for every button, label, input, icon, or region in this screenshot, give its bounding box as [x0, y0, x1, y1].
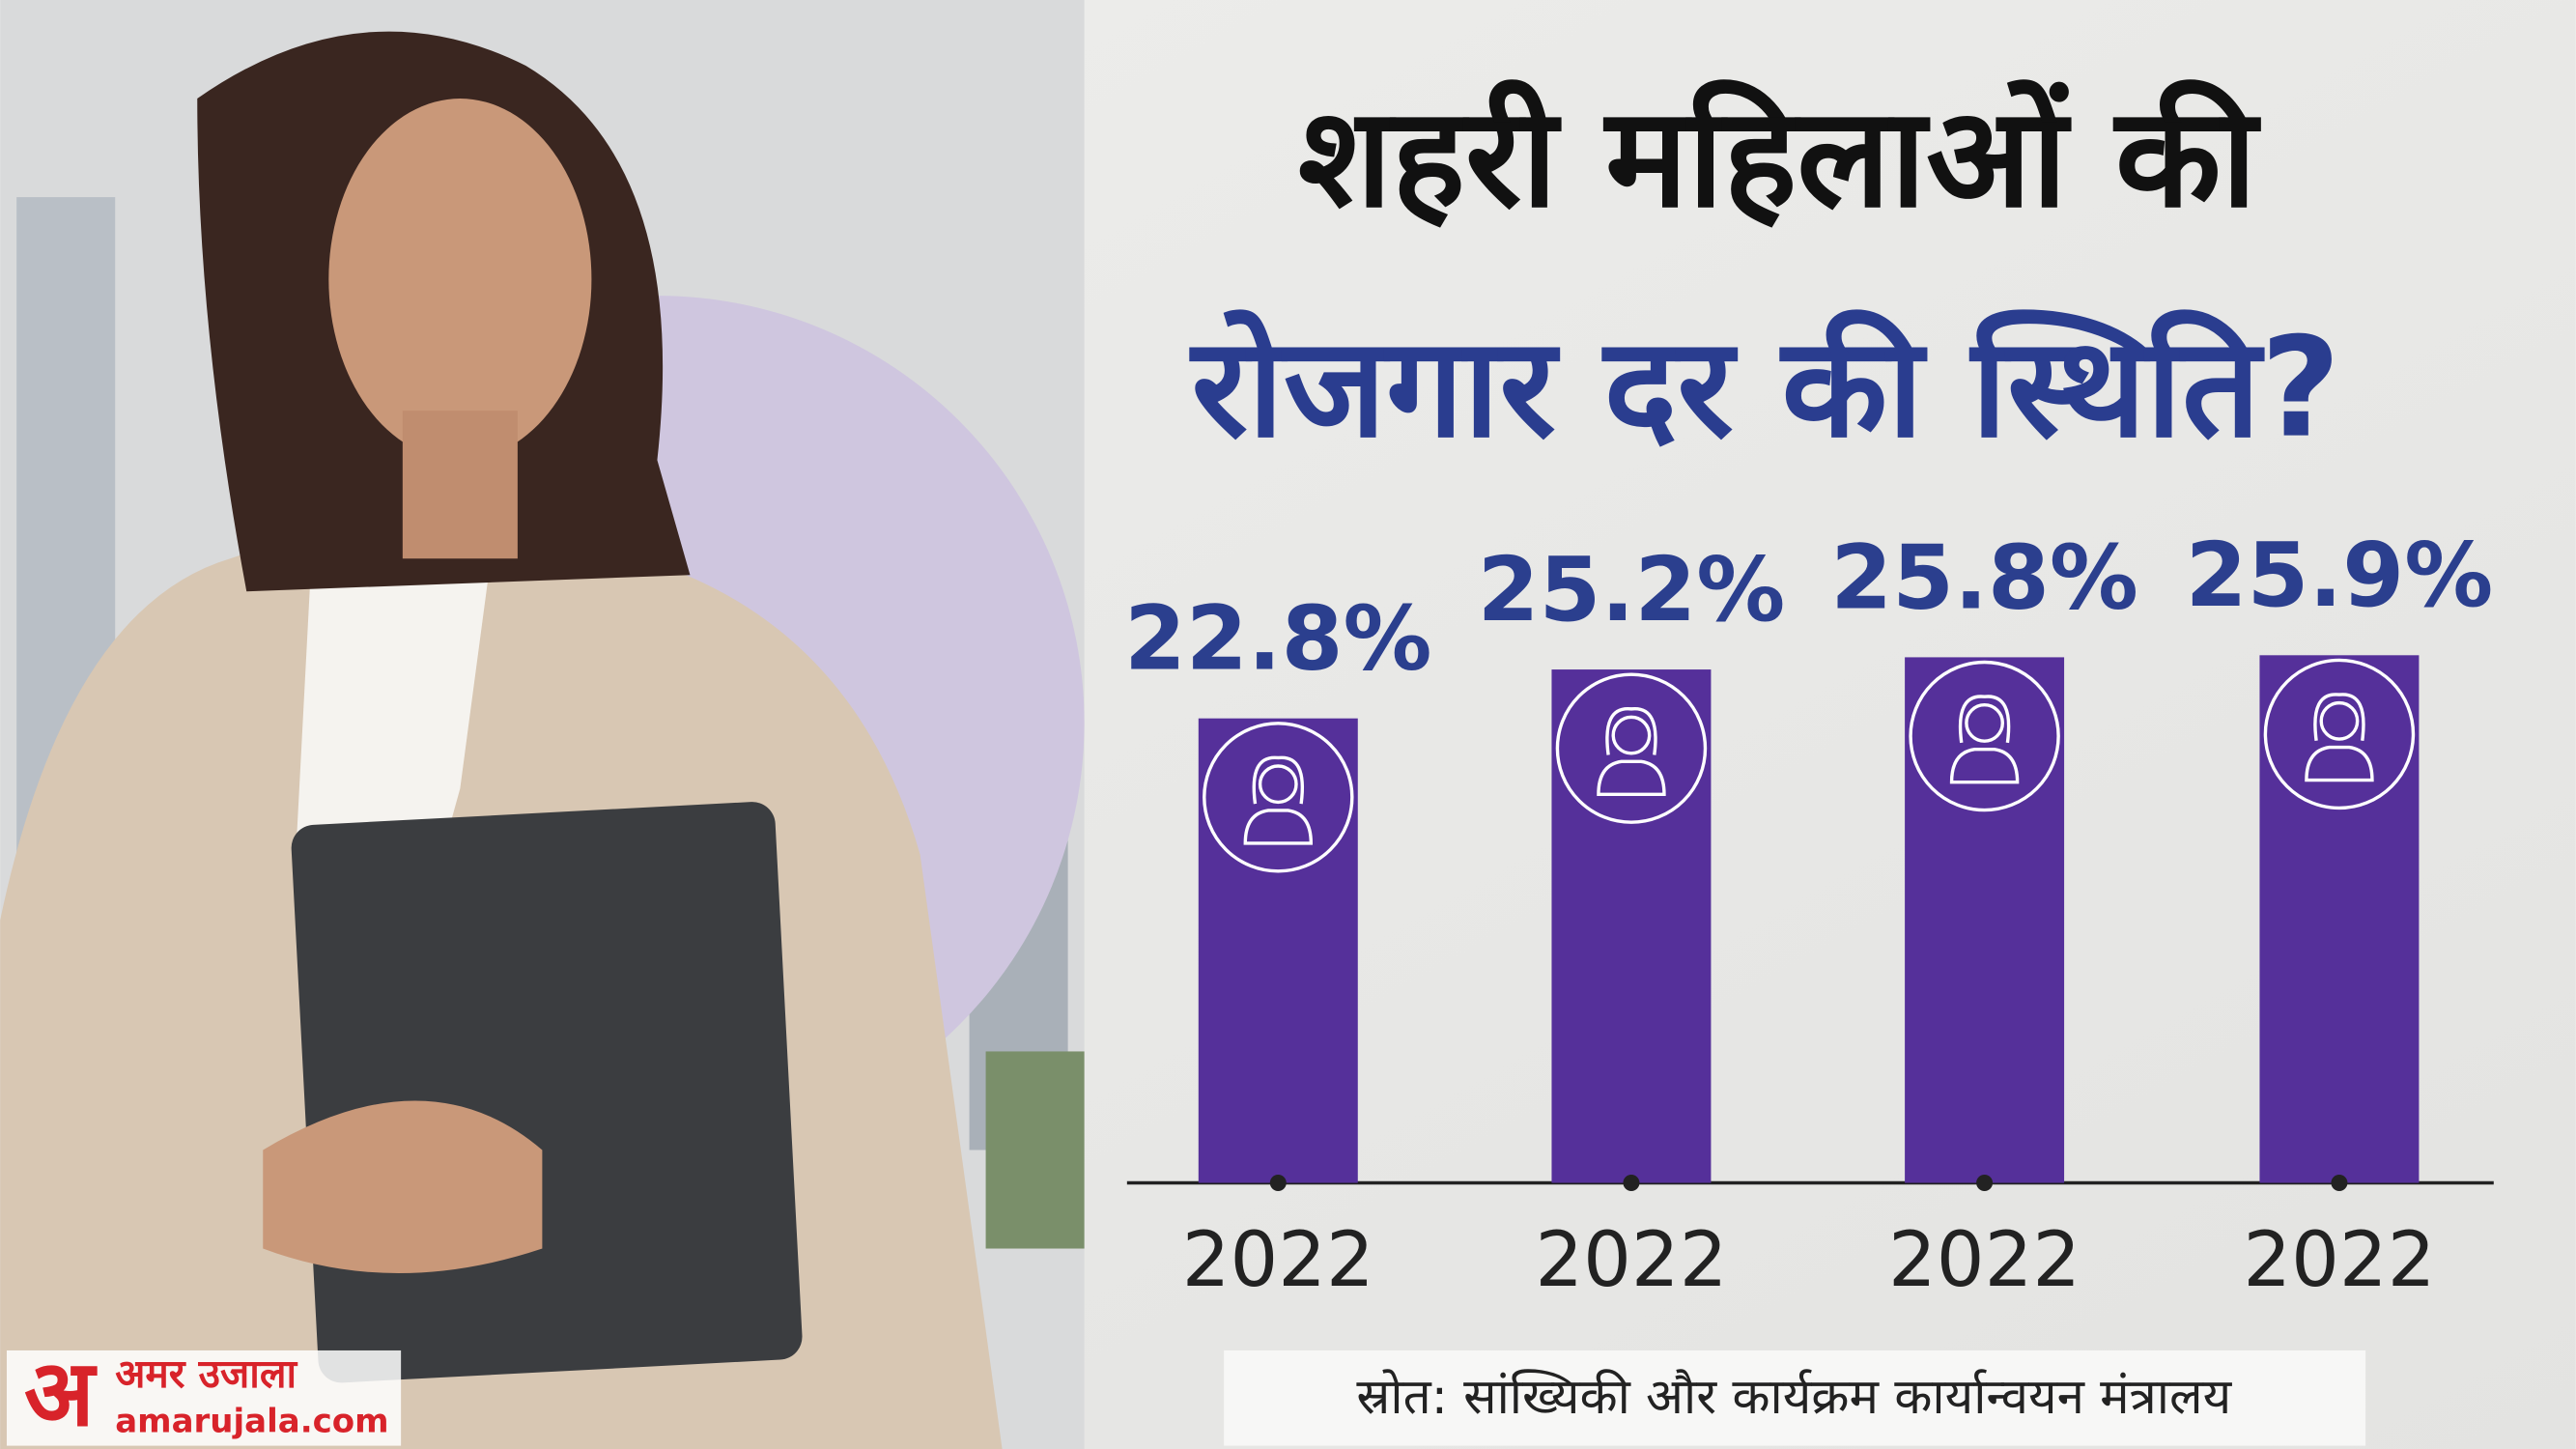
bars: 22.8% 2022 25.2% 2022 25.8% 2022 25.9% 2022 [1124, 524, 2493, 1304]
woman-icon [1597, 707, 1666, 797]
icon-body [1949, 747, 2020, 784]
icon-head [2319, 700, 2360, 741]
base-dot [2331, 1174, 2348, 1191]
logo-mark: अ [24, 1341, 98, 1447]
photo [0, 0, 1085, 1449]
x-tick-label: 2022 [1888, 1216, 2081, 1304]
icon-ring [1555, 672, 1708, 824]
base-dot [1269, 1174, 1287, 1191]
icon-ring [2263, 658, 2416, 810]
x-tick-label: 2022 [2243, 1216, 2435, 1304]
icon-head [1258, 764, 1298, 805]
icon-hair [1605, 707, 1657, 755]
logo-site: amarujala.com [115, 1402, 388, 1440]
logo-name: अमर उजाला [115, 1350, 297, 1397]
bar [2259, 655, 2420, 1183]
woman-icon [2305, 693, 2374, 782]
title-line: रोजगार दर की स्थिति? [1189, 307, 2341, 469]
source-box [1224, 1350, 2366, 1446]
bar [1551, 669, 1712, 1183]
icon-hair [2313, 693, 2365, 741]
woman-icon [1243, 755, 1314, 845]
value-label: 22.8% [1124, 587, 1432, 691]
value-label: 25.8% [1830, 526, 2138, 629]
woman-icon [1949, 695, 2020, 784]
icon-body [1243, 809, 1314, 845]
icon-hair [1252, 755, 1304, 805]
icon-head [1965, 703, 2004, 743]
icon-body [1597, 759, 1666, 797]
value-label: 25.2% [1478, 538, 1786, 641]
source: स्रोत: सांख्यिकी और कार्यक्रम कार्यान्वय… [1356, 1369, 2232, 1426]
bar [1198, 718, 1358, 1183]
icon-ring [1909, 660, 2060, 812]
base-dot [1976, 1174, 1994, 1191]
x-tick-label: 2022 [1182, 1216, 1374, 1304]
x-tick-label: 2022 [1535, 1216, 1727, 1304]
value-label: 25.9% [2186, 524, 2494, 627]
icon-body [2305, 745, 2374, 782]
logo: अ अमर उजाला amarujala.com [6, 1341, 402, 1447]
icon-head [1611, 715, 1652, 755]
icon-hair [1958, 695, 2011, 744]
base-dot [1623, 1174, 1640, 1191]
icon-ring [1203, 722, 1354, 873]
title-line: शहरी महिलाओं की [1298, 77, 2262, 239]
bar [1905, 657, 2065, 1183]
